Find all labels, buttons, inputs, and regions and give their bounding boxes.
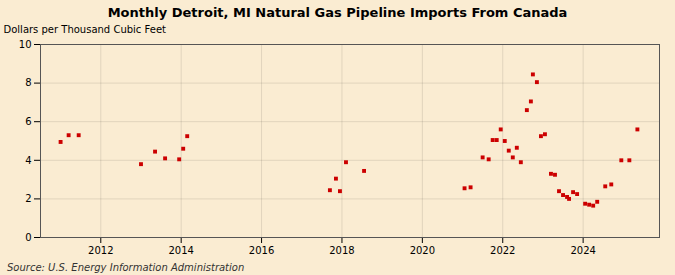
svg-text:0: 0	[25, 232, 31, 243]
svg-text:2018: 2018	[329, 245, 354, 256]
svg-text:2: 2	[25, 193, 31, 204]
html-text:Monthly Detroit, MI Natural Ga: Monthly Detroit, MI Natural Gas Pipeline…	[107, 5, 568, 20]
svg-text:2022: 2022	[490, 245, 515, 256]
svg-text:2016: 2016	[249, 245, 274, 256]
svg-text:2020: 2020	[410, 245, 435, 256]
svg-text:2024: 2024	[570, 245, 595, 256]
svg-text:8: 8	[25, 77, 31, 88]
svg-text:2012: 2012	[88, 245, 113, 256]
html-text:Source: U.S. Energy Informatio: Source: U.S. Energy Information Administ…	[7, 262, 245, 273]
svg-text:2014: 2014	[168, 245, 193, 256]
svg-text:10: 10	[19, 39, 32, 50]
svg-text:Dollars per Thousand Cubic Fee: Dollars per Thousand Cubic Feet	[4, 24, 167, 35]
svg-text:6: 6	[25, 116, 31, 127]
svg-text:4: 4	[25, 155, 31, 166]
